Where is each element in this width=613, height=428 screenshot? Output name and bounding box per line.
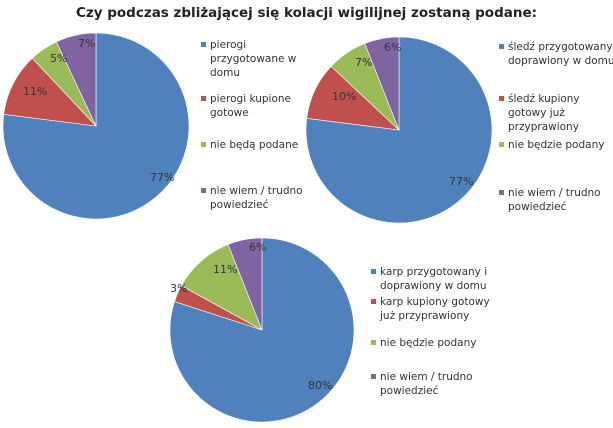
legend-swatch xyxy=(201,42,206,47)
legend-label: nie będzie podany xyxy=(508,138,604,152)
legend-label: nie wiem / trudno powiedzieć xyxy=(508,186,601,214)
pie-0-label-3: 7% xyxy=(78,37,95,50)
legend-label: nie będą podane xyxy=(210,138,298,152)
pie-0-label-0: 77% xyxy=(150,171,174,184)
legend-swatch xyxy=(371,340,376,345)
legend-swatch xyxy=(499,190,504,195)
legend-swatch xyxy=(371,269,376,274)
legend-label: śledź przygotowany i doprawiony w domu xyxy=(508,40,613,68)
legend-swatch xyxy=(201,142,206,147)
pie-2: 80% 3% 11% 6% xyxy=(170,238,354,422)
legend-swatch xyxy=(499,142,504,147)
legend-pierogi: pierogi przygotowane w domu pierogi kupione… xyxy=(201,38,311,228)
pie-2-label-2: 11% xyxy=(213,263,237,276)
legend-label: nie wiem / trudno powiedzieć xyxy=(210,184,303,212)
pie-0-label-1: 11% xyxy=(23,85,47,98)
legend-sledz: śledź przygotowany i doprawiony w domu śle… xyxy=(499,40,611,230)
legend-label: śledź kupiony gotowy już przyprawiony xyxy=(508,92,580,134)
legend-label: nie będzie podany xyxy=(380,336,476,350)
pie-1: 77% 10% 7% 6% xyxy=(306,37,492,223)
pie-1-label-2: 7% xyxy=(355,56,372,69)
legend-label: nie wiem / trudno powiedzieć xyxy=(380,370,473,398)
legend-label: karp kupiony gotowy już przyprawiony xyxy=(380,295,490,323)
pie-2-label-0: 80% xyxy=(308,379,332,392)
legend-label: pierogi kupione gotowe xyxy=(210,92,291,120)
pie-0: 77% 11% 5% 7% xyxy=(3,33,189,219)
legend-swatch xyxy=(499,44,504,49)
pie-1-label-0: 77% xyxy=(449,175,473,188)
legend-karp: karp przygotowany i doprawiony w domu karp… xyxy=(371,265,486,405)
pie-0-label-2: 5% xyxy=(50,52,67,65)
legend-label: karp przygotowany i doprawiony w domu xyxy=(380,265,487,293)
pie-1-label-3: 6% xyxy=(384,41,401,54)
pie-2-label-3: 6% xyxy=(249,241,266,254)
legend-swatch xyxy=(499,96,504,101)
pie-1-label-1: 10% xyxy=(332,90,356,103)
legend-swatch xyxy=(371,299,376,304)
legend-label: pierogi przygotowane w domu xyxy=(210,38,296,80)
legend-swatch xyxy=(371,374,376,379)
pie-2-label-1: 3% xyxy=(170,282,187,295)
legend-swatch xyxy=(201,96,206,101)
legend-swatch xyxy=(201,188,206,193)
